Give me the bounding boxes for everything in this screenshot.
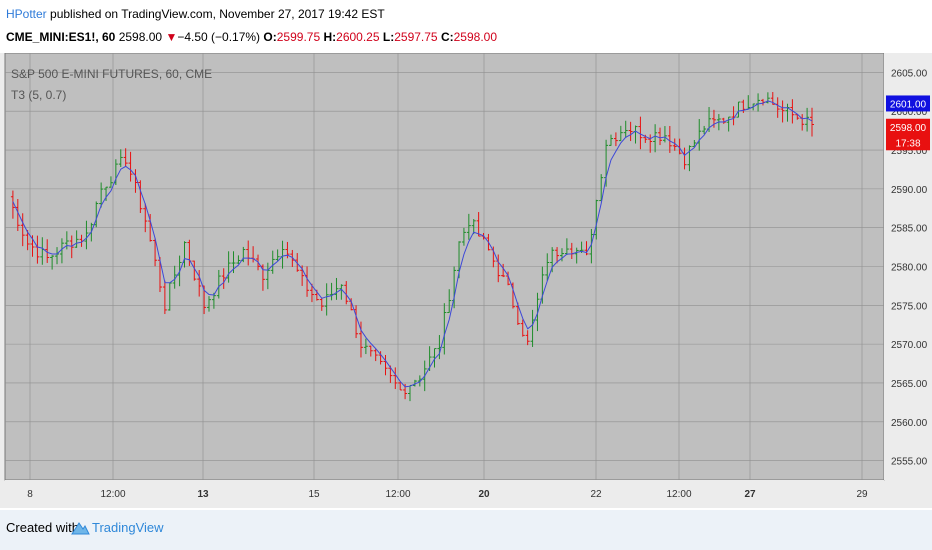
footer: Created with TradingView — [0, 510, 932, 550]
indicator-label: T3 (5, 0.7) — [11, 88, 66, 102]
price-tick-label: 2585.00 — [891, 224, 928, 235]
open-label: O: — [263, 30, 277, 44]
time-tick-label: 29 — [856, 489, 868, 500]
open-value: 2599.75 — [276, 30, 321, 44]
author-link[interactable]: HPotter — [6, 7, 47, 21]
symbol-quote-line: CME_MINI:ES1!, 60 2598.00 ▼−4.50 (−0.17%… — [6, 30, 497, 44]
price-label-text: 2598.00 — [890, 123, 927, 134]
tradingview-brand-link[interactable]: TradingView — [92, 520, 164, 535]
close-label: C: — [440, 30, 454, 44]
high-label: H: — [323, 30, 337, 44]
tradingview-logo-icon — [71, 522, 90, 535]
high-value: 2600.25 — [336, 30, 380, 44]
price-tick-label: 2600.00 — [891, 107, 928, 118]
time-tick-label: 12:00 — [385, 489, 410, 500]
symbol-label: CME_MINI:ES1!, 60 — [6, 30, 116, 44]
time-tick-label: 20 — [478, 489, 490, 500]
time-axis-ticks: 8 12:00 13 15 12:00 20 22 12:00 27 29 — [27, 489, 868, 500]
price-labels: 2601.00 2598.00 17:38 — [886, 95, 930, 151]
price-tick-label: 2555.00 — [891, 457, 928, 468]
last-price: 2598.00 — [118, 30, 163, 44]
low-value: 2597.75 — [394, 30, 438, 44]
price-tick-label: 2575.00 — [891, 301, 928, 312]
time-tick-label: 12:00 — [100, 489, 125, 500]
price-label-box — [886, 118, 930, 135]
time-tick-label: 8 — [27, 489, 33, 500]
low-label: L: — [382, 30, 395, 44]
chart-title: S&P 500 E-MINI FUTURES, 60, CME — [11, 67, 212, 81]
price-tick-label: 2590.00 — [891, 185, 928, 196]
t3-indicator-line — [12, 100, 813, 388]
published-text: published on TradingView.com, November 2… — [50, 7, 385, 21]
down-arrow-icon: ▼ — [165, 30, 178, 44]
time-tick-label: 12:00 — [666, 489, 691, 500]
price-tick-label: 2565.00 — [891, 379, 928, 390]
publish-info: HPotter published on TradingView.com, No… — [6, 7, 385, 21]
price-tick-label: 2570.00 — [891, 340, 928, 351]
price-label-box — [886, 134, 930, 151]
price-tick-label: 2605.00 — [891, 68, 928, 79]
price-axis-ticks: 2555.00 2560.00 2565.00 2570.00 2575.00 2580.… — [891, 68, 928, 467]
price-chart[interactable]: 2555.00 2560.00 2565.00 2570.00 2575.00 2580.… — [0, 53, 932, 508]
price-label-text: 17:38 — [895, 138, 920, 149]
price-tick-label: 2580.00 — [891, 263, 928, 274]
time-tick-label: 27 — [744, 489, 756, 500]
time-axis[interactable] — [5, 480, 884, 508]
time-tick-label: 15 — [308, 489, 320, 500]
created-with-text: Created with — [6, 520, 79, 535]
close-value: 2598.00 — [453, 30, 498, 44]
price-label-box — [886, 95, 930, 112]
price-label-text: 2601.00 — [890, 99, 927, 110]
price-tick-label: 2560.00 — [891, 418, 928, 429]
price-change: −4.50 (−0.17%) — [177, 30, 261, 44]
price-tick-label: 2595.00 — [891, 146, 928, 157]
time-tick-label: 13 — [197, 489, 209, 500]
time-tick-label: 22 — [590, 489, 602, 500]
